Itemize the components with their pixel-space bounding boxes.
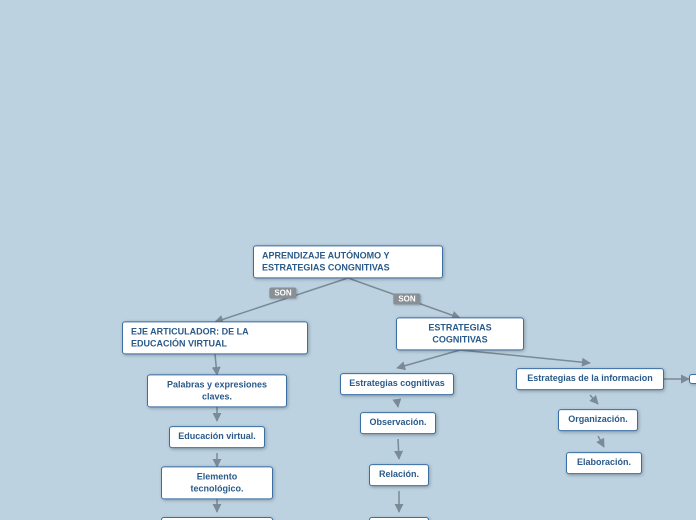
node-estcog[interactable]: ESTRATEGIAS COGNITIVAS bbox=[396, 317, 524, 350]
node-label: Estrategias de la informacion bbox=[527, 373, 653, 383]
node-eje[interactable]: EJE ARTICULADOR: DE LA EDUCACIÓN VIRTUAL bbox=[122, 321, 308, 354]
edge-org-elab bbox=[598, 436, 604, 447]
node-label: APRENDIZAJE AUTÓNOMO Y ESTRATEGIAS CONGN… bbox=[262, 250, 390, 272]
node-label: Observación. bbox=[369, 417, 426, 427]
node-label: ESTRATEGIAS COGNITIVAS bbox=[428, 322, 491, 344]
edge-label-text: SON bbox=[274, 289, 291, 298]
edge-estinf-org bbox=[590, 395, 598, 404]
node-label: Relación. bbox=[379, 469, 419, 479]
node-root[interactable]: APRENDIZAJE AUTÓNOMO Y ESTRATEGIAS CONGN… bbox=[253, 245, 443, 278]
node-label: Educación virtual. bbox=[178, 431, 256, 441]
node-rel[interactable]: Relación. bbox=[369, 464, 429, 486]
edge-estcog-estinf bbox=[460, 350, 590, 363]
edge-estcog-estc2 bbox=[397, 350, 460, 368]
edge-label-text: SON bbox=[398, 295, 415, 304]
node-estinf[interactable]: Estrategias de la informacion bbox=[516, 368, 664, 390]
node-elt[interactable]: Elemento tecnológico. bbox=[161, 466, 273, 499]
edge-label: SON bbox=[393, 294, 420, 305]
node-off1[interactable] bbox=[689, 374, 696, 384]
node-label: Organización. bbox=[568, 414, 628, 424]
edge-root-eje bbox=[215, 278, 348, 322]
node-edv[interactable]: Educación virtual. bbox=[169, 426, 265, 448]
node-label: EJE ARTICULADOR: DE LA EDUCACIÓN VIRTUAL bbox=[131, 326, 248, 348]
edge-eje-pal bbox=[215, 354, 217, 375]
node-elab[interactable]: Elaboración. bbox=[566, 452, 642, 474]
node-estc2[interactable]: Estrategias cognitivas bbox=[340, 373, 454, 395]
node-obs[interactable]: Observación. bbox=[360, 412, 436, 434]
edge-label: SON bbox=[269, 288, 296, 299]
node-label: Elemento tecnológico. bbox=[190, 471, 243, 493]
node-label: Elaboración. bbox=[577, 457, 631, 467]
node-pal[interactable]: Palabras y expresiones claves. bbox=[147, 374, 287, 407]
edge-obs-rel bbox=[398, 439, 399, 459]
node-label: Palabras y expresiones claves. bbox=[167, 379, 267, 401]
node-org[interactable]: Organización. bbox=[558, 409, 638, 431]
node-label: Estrategias cognitivas bbox=[349, 378, 445, 388]
edge-estc2-obs bbox=[397, 400, 398, 407]
